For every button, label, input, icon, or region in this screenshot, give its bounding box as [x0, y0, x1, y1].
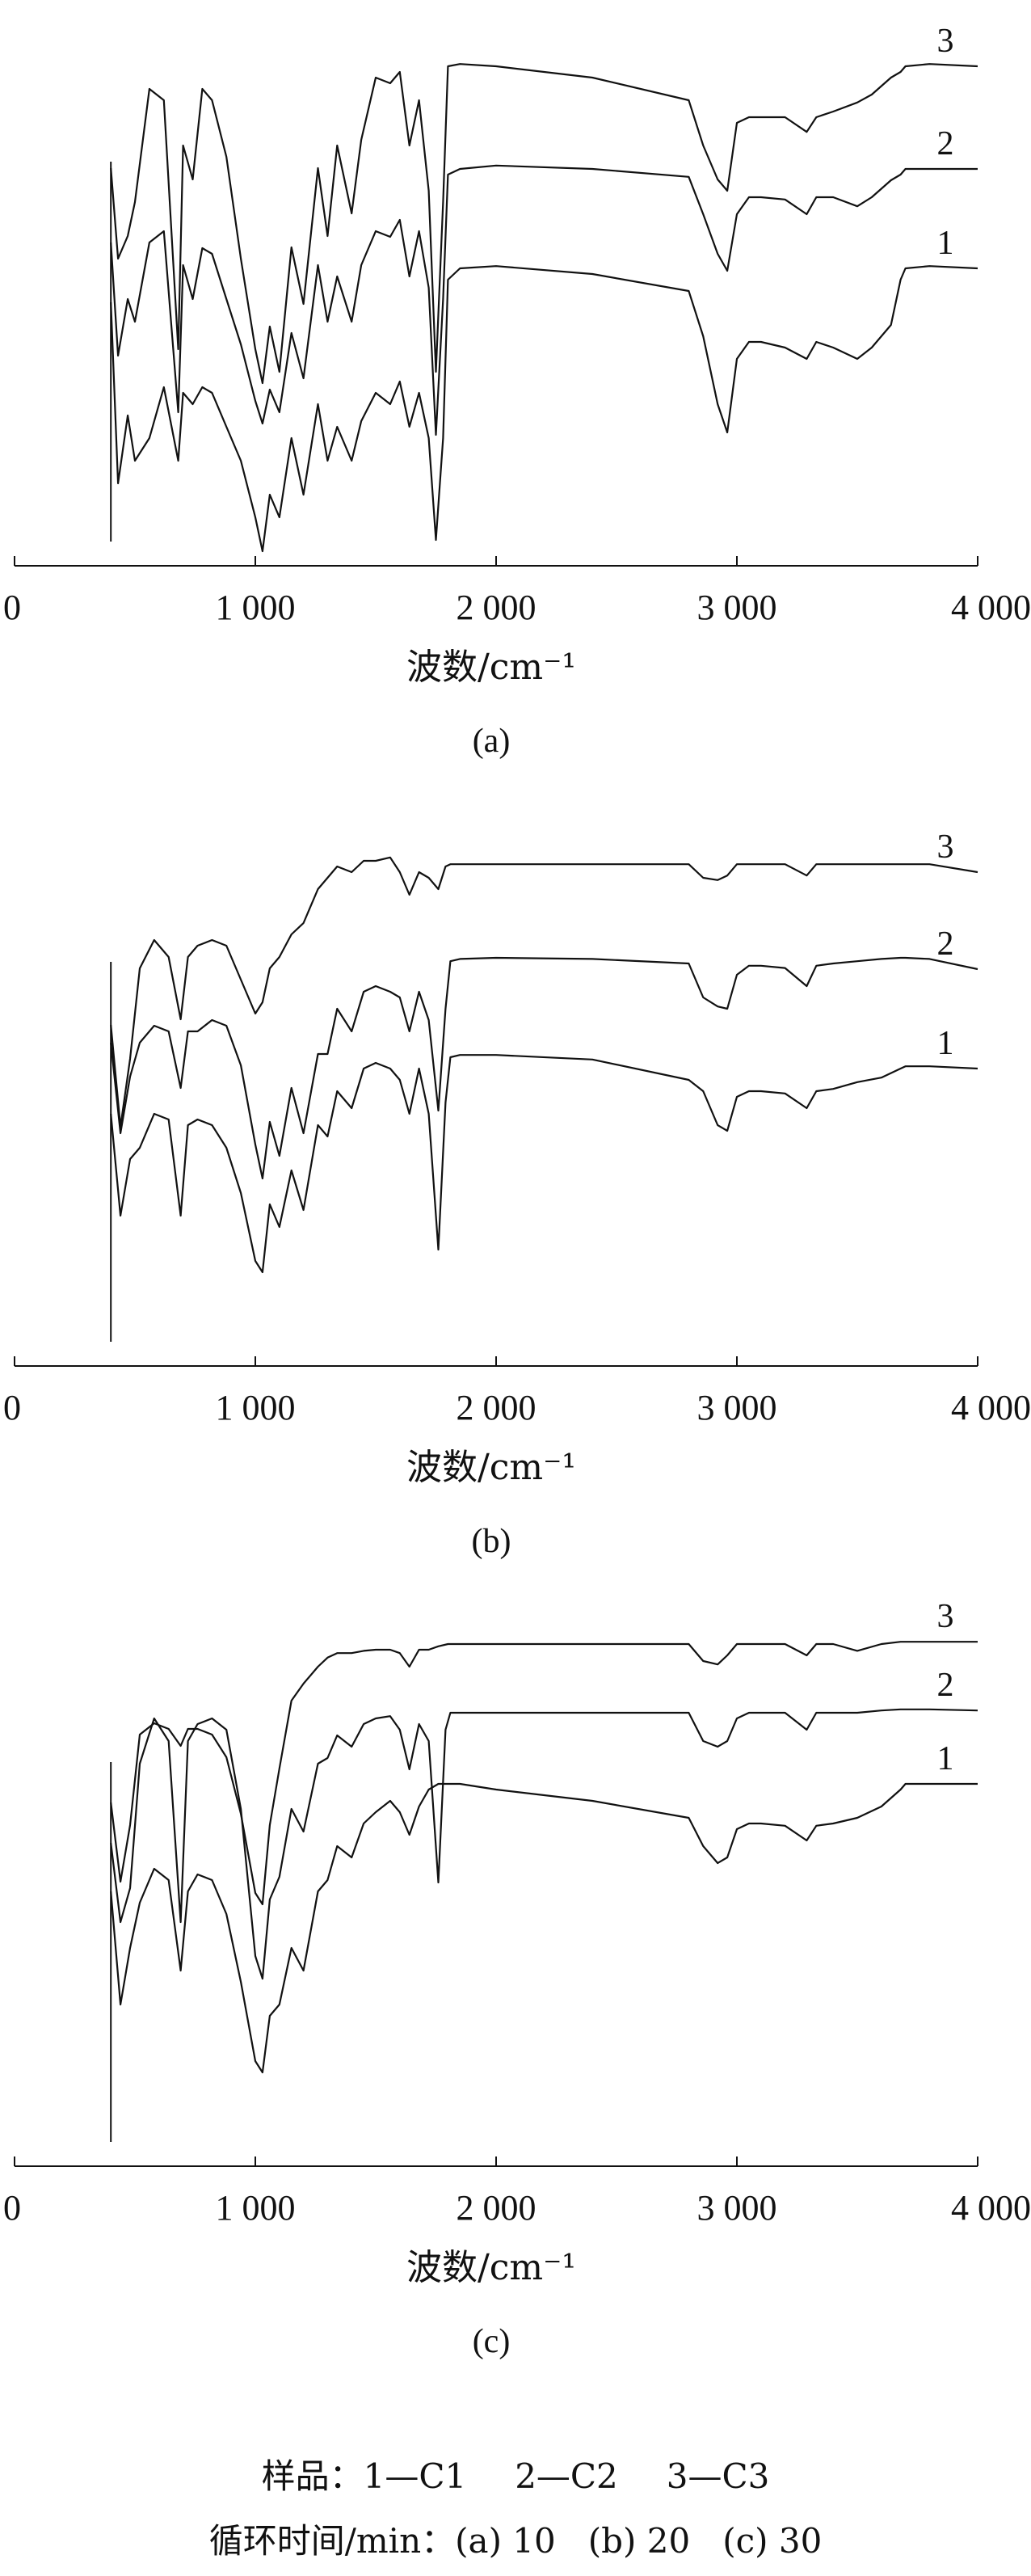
x-tick-label: 3 000: [697, 588, 777, 627]
x-tick-label: 4 000: [951, 588, 1031, 627]
legend-cycle-b: (b) 20: [587, 2521, 691, 2561]
sample-legend: 样品：1—C1 2—C2 3—C3: [0, 2449, 1031, 2498]
chart-panel-a: 0 1 000 2 000 3 000 4 000 波数/cm⁻¹ 1 2 3 (a): [0, 0, 1031, 776]
ir-spectrum-chart-a: 0 1 000 2 000 3 000 4 000 波数/cm⁻¹ 1 2 3: [3, 23, 1031, 688]
legend-cycle-a: 循环时间/min：(a) 10: [208, 2521, 556, 2561]
x-axis-title: 波数/cm⁻¹: [406, 2247, 576, 2288]
x-axis-title: 波数/cm⁻¹: [406, 647, 576, 688]
series-label-1: 1: [937, 1025, 954, 1062]
series-label-3: 3: [937, 1598, 954, 1635]
spectrum-line-3: [110, 856, 978, 1128]
spectrum-line-1: [110, 1054, 978, 1274]
x-tick-label: 0: [3, 1388, 21, 1427]
x-tick-label: 1 000: [216, 1388, 296, 1427]
spectrum-line-2: [110, 956, 978, 1180]
panel-label-c: (c): [472, 2323, 511, 2360]
series-label-1: 1: [937, 1740, 954, 1777]
spectrum-line-3: [110, 63, 978, 385]
spectrum-line-1: [110, 1782, 978, 2074]
x-tick-label: 4 000: [951, 1388, 1031, 1427]
chart-panel-c: 0 1 000 2 000 3 000 4 000 波数/cm⁻¹ 1 2 3 (c): [0, 1598, 1031, 2376]
x-tick-label: 4 000: [951, 2188, 1031, 2228]
x-tick-label: 2 000: [457, 1388, 537, 1427]
spectrum-line-1: [110, 265, 978, 553]
series-label-3: 3: [937, 23, 954, 60]
x-tick-label: 2 000: [457, 588, 537, 627]
panel-label-b: (b): [471, 1523, 511, 1560]
spectrum-line-2: [110, 1708, 978, 1980]
x-tick-label: 3 000: [697, 2188, 777, 2228]
series-label-2: 2: [937, 1667, 954, 1704]
legend-sample-3: 3—C3: [666, 2456, 770, 2496]
series-label-3: 3: [937, 828, 954, 866]
cycle-time-legend: 循环时间/min：(a) 10 (b) 20 (c) 30: [0, 2514, 1031, 2563]
series-label-2: 2: [937, 125, 954, 162]
series-label-2: 2: [937, 925, 954, 963]
spectrum-line-3: [110, 1641, 978, 1906]
ir-spectrum-chart-c: 0 1 000 2 000 3 000 4 000 波数/cm⁻¹ 1 2 3: [3, 1598, 1031, 2288]
ir-spectrum-chart-b: 0 1 000 2 000 3 000 4 000 波数/cm⁻¹ 1 2 3: [3, 828, 1031, 1488]
legend-sample-2: 2—C2: [515, 2456, 618, 2496]
chart-panel-b: 0 1 000 2 000 3 000 4 000 波数/cm⁻¹ 1 2 3 (b): [0, 800, 1031, 1576]
x-axis-title: 波数/cm⁻¹: [406, 1447, 576, 1488]
legend-cycle-c: (c) 30: [722, 2521, 823, 2561]
x-tick-label: 1 000: [216, 588, 296, 627]
x-tick-label: 0: [3, 2188, 21, 2228]
x-tick-label: 2 000: [457, 2188, 537, 2228]
legend-sample-1: 样品：1—C1: [261, 2456, 467, 2496]
panel-label-a: (a): [472, 723, 511, 760]
x-tick-label: 0: [3, 588, 21, 627]
x-tick-label: 1 000: [216, 2188, 296, 2228]
series-label-1: 1: [937, 225, 954, 262]
x-tick-label: 3 000: [697, 1388, 777, 1427]
spectrum-line-2: [110, 164, 978, 436]
